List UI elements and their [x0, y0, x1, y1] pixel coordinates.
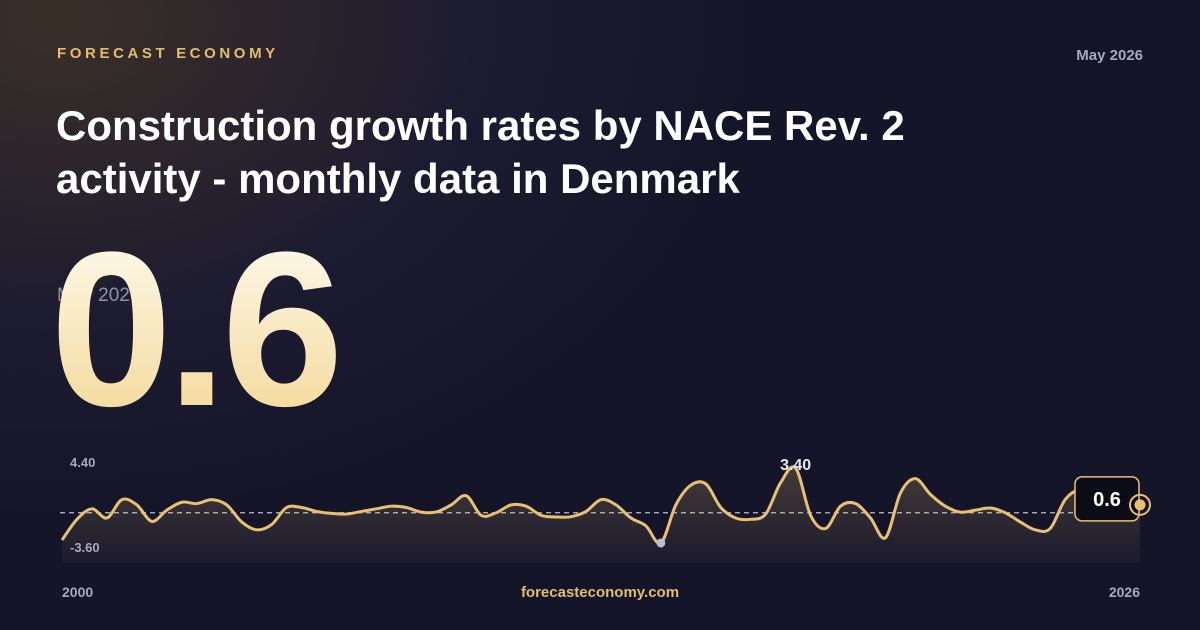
line — [60, 465, 1141, 545]
last-value-label: 0.6 — [1093, 489, 1121, 511]
site: forecasteconomy.com — [521, 584, 679, 601]
chart: 4.40-3.60200020263.400.6 — [60, 455, 1151, 600]
x-tick-label: 2000 — [62, 584, 93, 600]
value-date: May 2026 — [57, 285, 140, 306]
min-marker — [656, 538, 666, 548]
value-label: 3.40 — [780, 457, 811, 474]
area — [62, 466, 1140, 563]
y-tick-label: 4.40 — [70, 455, 95, 470]
last-marker-ring — [1129, 493, 1151, 516]
headline-value: 0.6 — [50, 206, 338, 452]
x-tick-label: 2026 — [1109, 584, 1140, 600]
brand: FORECAST ECONOMY — [57, 45, 279, 62]
date: May 2026 — [1076, 47, 1143, 64]
last-marker — [1134, 499, 1146, 511]
title: Construction growth rates by NACE Rev. 2… — [56, 102, 905, 202]
last-value-box — [1074, 476, 1140, 522]
